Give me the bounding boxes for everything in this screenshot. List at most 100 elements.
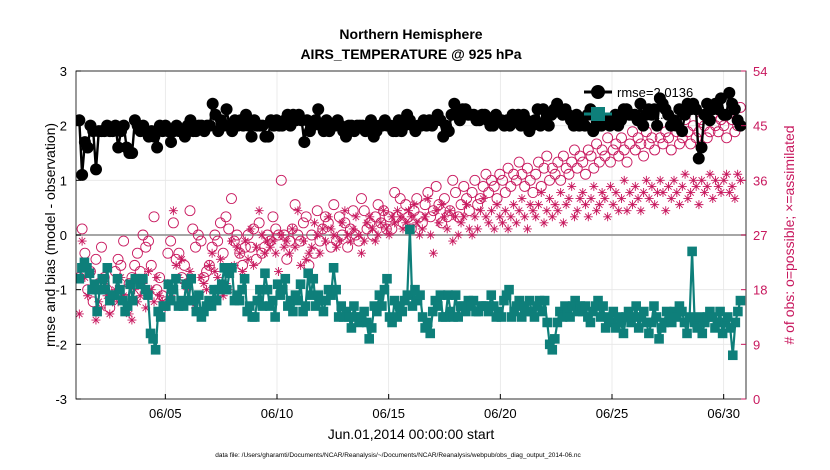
bias-point	[155, 312, 166, 322]
left-tick-label: 1	[60, 173, 67, 188]
assimilated-obs-point	[249, 260, 259, 270]
possible-obs-point	[333, 211, 345, 223]
assimilated-obs-point	[492, 200, 502, 210]
bias-point	[644, 328, 654, 339]
possible-obs-point	[646, 132, 658, 144]
bias-point	[232, 290, 242, 300]
assimilated-obs-point	[315, 248, 325, 258]
assimilated-obs-point	[254, 206, 264, 216]
bias-point	[242, 306, 252, 317]
bias-point	[211, 295, 222, 306]
assimilated-obs-point	[669, 175, 679, 185]
bias-point	[527, 306, 537, 317]
possible-obs-point	[267, 211, 279, 223]
possible-obs-point	[588, 162, 600, 174]
chart-title: Northern Hemisphere	[339, 26, 482, 42]
assimilated-obs-point	[362, 218, 372, 228]
rmse-point	[728, 103, 741, 116]
assimilated-obs-point	[600, 194, 610, 204]
possible-obs-point	[510, 174, 522, 186]
bias-point	[522, 306, 532, 317]
bias-point	[679, 317, 690, 328]
bias-point	[272, 279, 283, 289]
bias-point	[89, 279, 100, 289]
assimilated-obs-point	[733, 169, 743, 179]
possible-obs-point	[546, 162, 558, 174]
assimilated-obs-point	[680, 169, 690, 179]
assimilated-obs-point	[561, 200, 571, 210]
x-tick-label: 06/05	[149, 406, 182, 421]
possible-obs-point	[463, 205, 475, 217]
bias-point	[374, 290, 385, 300]
possible-obs-point	[419, 199, 431, 211]
bias-point	[224, 268, 235, 279]
bias-point	[328, 263, 339, 273]
rmse-point	[126, 147, 139, 159]
assimilated-obs-point	[304, 248, 314, 258]
bias-point	[570, 295, 580, 306]
assimilated-obs-point	[661, 206, 671, 216]
assimilated-obs-point	[525, 200, 535, 210]
bias-point	[550, 334, 560, 344]
bias-point	[290, 290, 301, 300]
bias-point	[166, 295, 176, 306]
bias-point	[651, 312, 662, 322]
bias-point	[389, 295, 400, 306]
possible-obs-point	[389, 187, 401, 198]
assimilated-obs-point	[401, 218, 411, 228]
bias-point	[656, 323, 667, 333]
possible-obs-point	[115, 259, 127, 271]
possible-obs-point	[311, 205, 323, 217]
bias-point	[600, 323, 611, 333]
bias-point	[183, 295, 194, 306]
rmse-point	[723, 86, 736, 99]
bias-point	[257, 301, 268, 311]
assimilated-obs-point	[265, 242, 275, 252]
assimilated-obs-point	[290, 242, 300, 252]
bias-point	[710, 323, 720, 333]
bias-point	[468, 295, 479, 306]
assimilated-obs-point	[528, 206, 538, 216]
bias-point	[318, 306, 329, 317]
assimilated-obs-point	[296, 260, 306, 270]
bias-point	[646, 317, 657, 328]
rmse-point	[117, 119, 130, 132]
bias-point	[727, 350, 738, 361]
possible-obs-point	[447, 174, 459, 186]
assimilated-obs-point	[730, 194, 740, 204]
bias-point	[458, 301, 469, 311]
assimilated-obs-point	[406, 212, 416, 222]
possible-obs-point	[602, 132, 614, 144]
possible-obs-point	[704, 126, 716, 138]
x-tick-label: 06/30	[707, 406, 740, 421]
possible-obs-point	[649, 144, 661, 156]
bias-point	[682, 328, 692, 339]
assimilated-obs-point	[226, 236, 236, 246]
bias-point	[697, 328, 708, 339]
bias-point	[621, 312, 631, 322]
assimilated-obs-point	[688, 175, 698, 185]
bias-point	[700, 317, 710, 328]
possible-obs-point	[212, 235, 224, 247]
assimilated-obs-point	[287, 224, 297, 234]
assimilated-obs-point	[387, 212, 397, 222]
bias-point	[440, 312, 451, 322]
possible-obs-point	[289, 199, 301, 211]
assimilated-obs-point	[567, 181, 577, 191]
assimilated-obs-point	[605, 181, 615, 191]
bias-point	[720, 317, 730, 328]
bias-point	[575, 301, 586, 311]
possible-obs-point	[162, 247, 174, 259]
legend-rmse-label: rmse=2.0136	[617, 85, 693, 100]
possible-obs-point	[712, 126, 724, 138]
bias-series	[76, 224, 746, 361]
bias-point	[417, 312, 428, 322]
possible-obs-point	[472, 199, 484, 211]
assimilated-obs-point	[478, 194, 488, 204]
bias-point	[567, 301, 578, 311]
possible-obs-point	[616, 132, 627, 144]
bias-point	[196, 312, 207, 322]
assimilated-obs-point	[475, 206, 485, 216]
possible-obs-point	[577, 156, 589, 168]
assimilated-obs-point	[503, 224, 513, 234]
